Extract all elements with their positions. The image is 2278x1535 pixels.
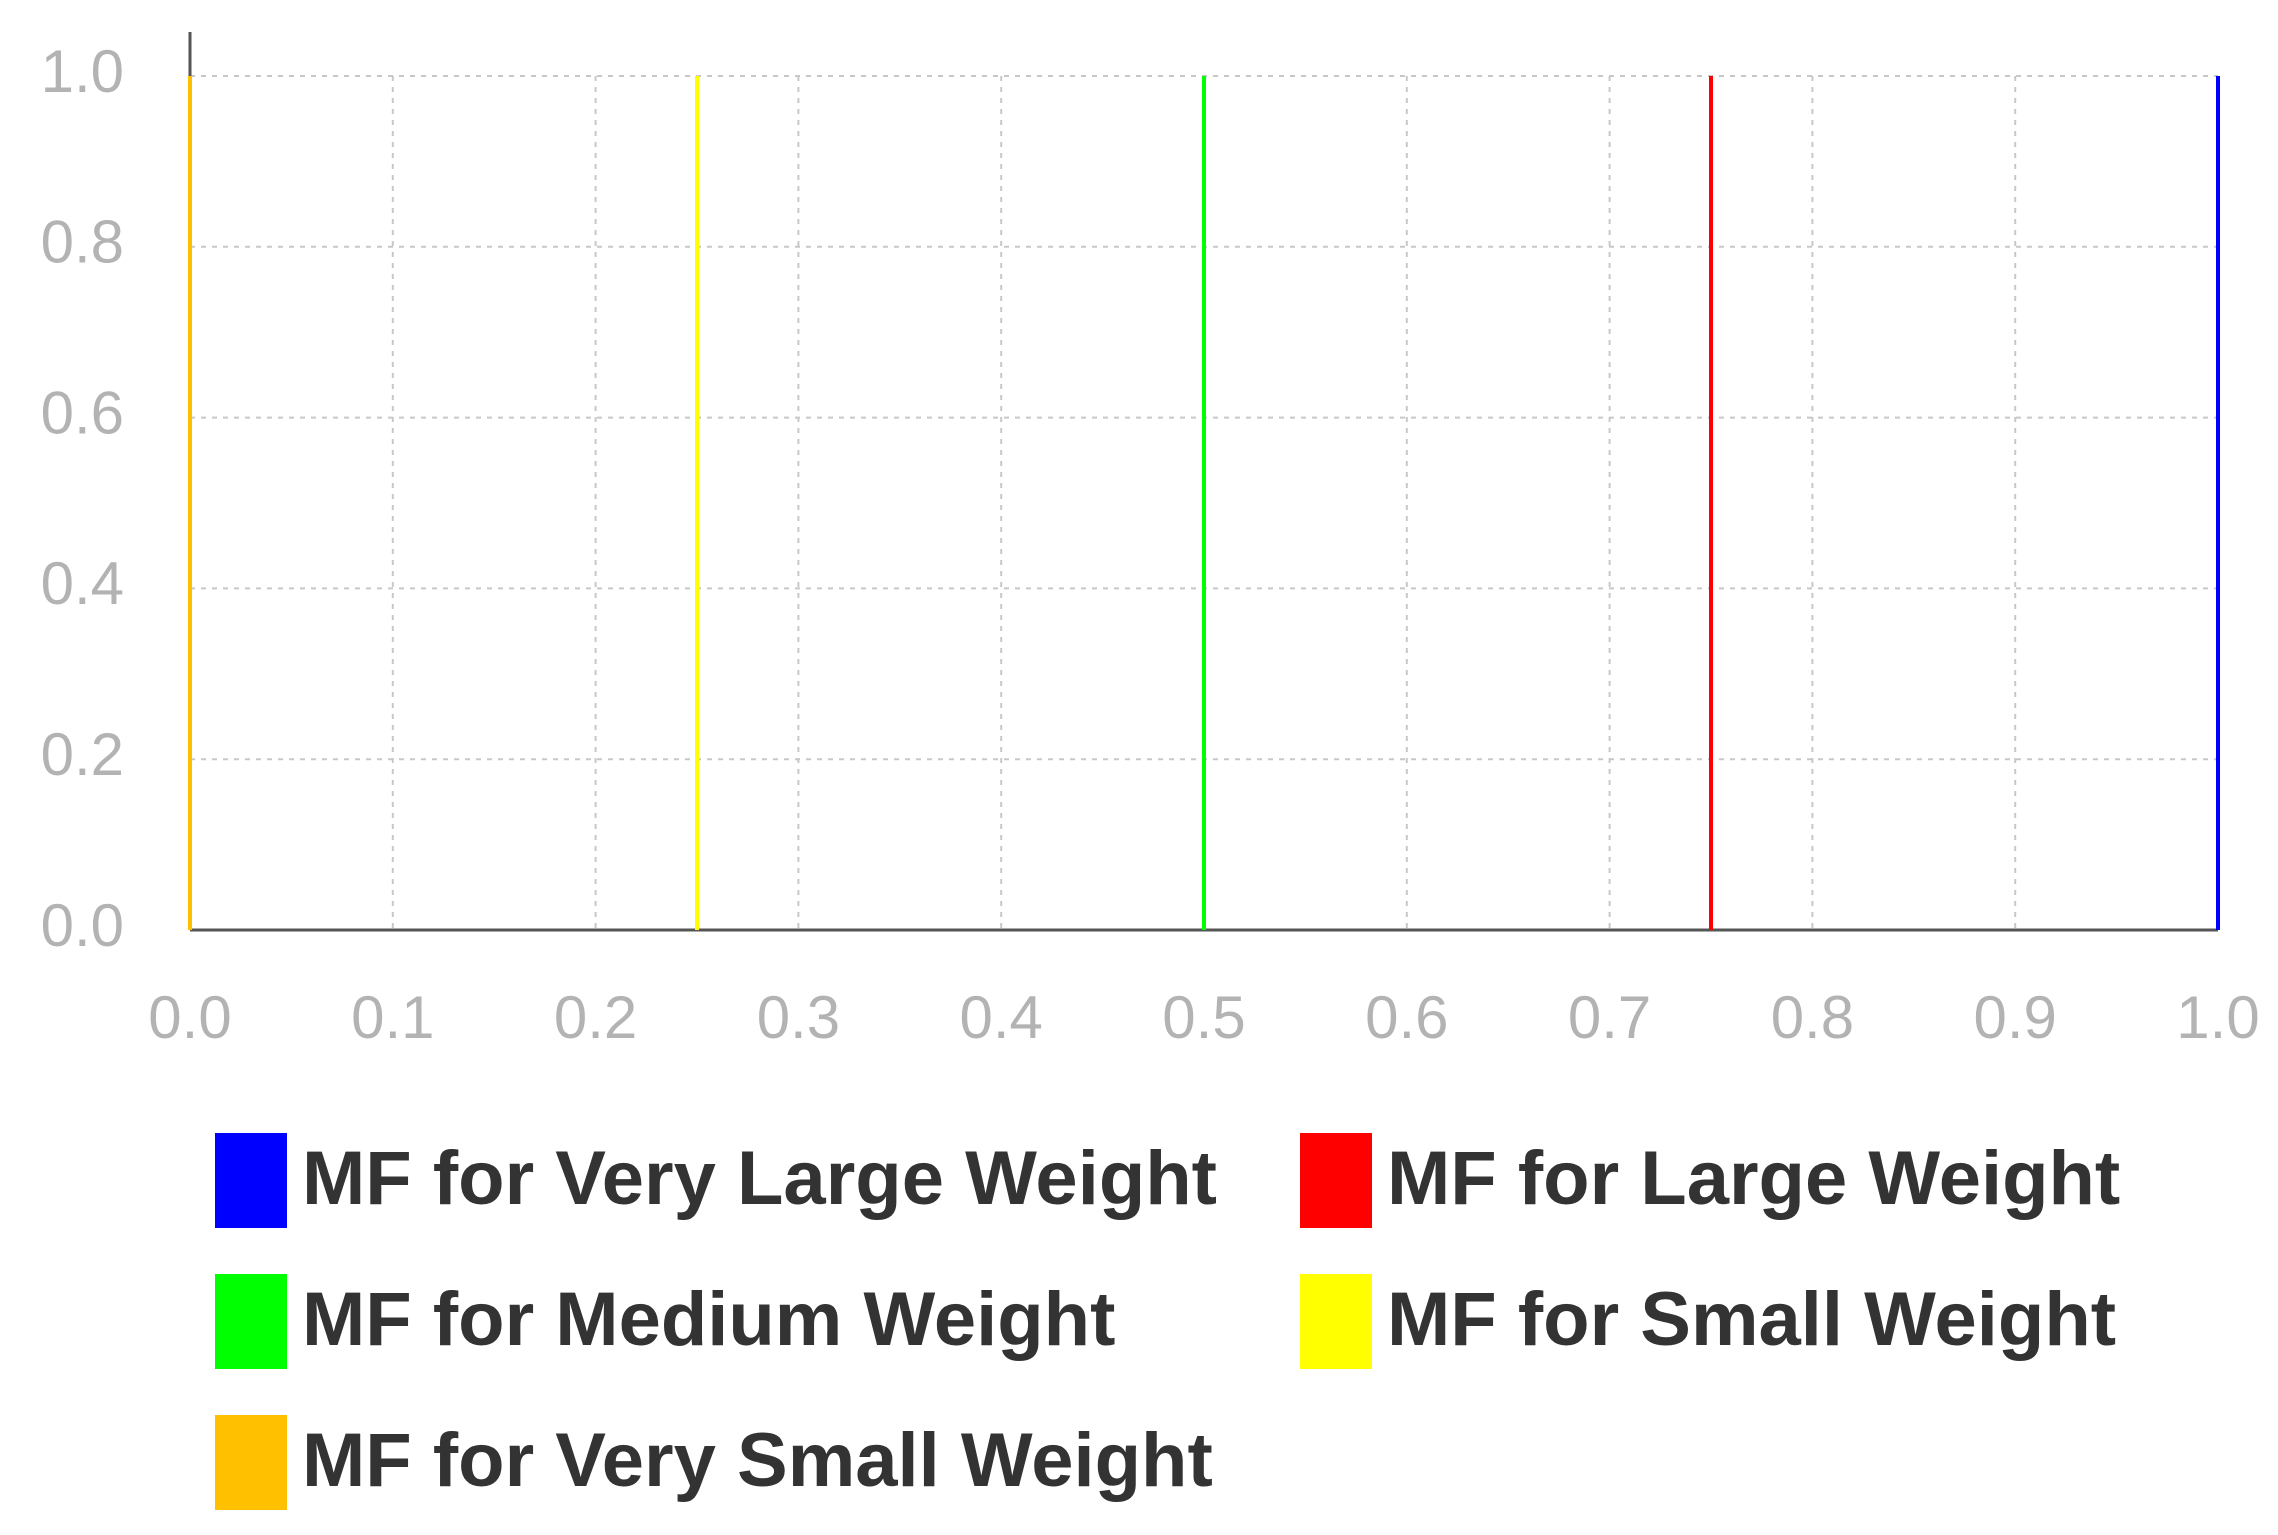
- legend-swatch: [1300, 1274, 1372, 1369]
- legend-swatch: [215, 1274, 287, 1369]
- y-tick-label: 0.6: [41, 379, 124, 446]
- x-tick-label: 0.3: [757, 984, 840, 1051]
- x-tick-label: 0.4: [959, 984, 1042, 1051]
- x-tick-label: 1.0: [2176, 984, 2259, 1051]
- y-tick-label: 0.0: [41, 892, 124, 959]
- y-tick-label: 0.4: [41, 550, 124, 617]
- y-tick-label: 0.8: [41, 209, 124, 276]
- x-tick-label: 0.0: [148, 984, 231, 1051]
- x-tick-label: 0.7: [1568, 984, 1651, 1051]
- legend-swatch: [215, 1415, 287, 1510]
- x-tick-label: 0.6: [1365, 984, 1448, 1051]
- legend-swatch: [1300, 1133, 1372, 1228]
- legend-label: MF for Large Weight: [1387, 1136, 2120, 1221]
- y-tick-label: 1.0: [41, 38, 124, 105]
- x-tick-label: 0.8: [1771, 984, 1854, 1051]
- legend-label: MF for Small Weight: [1387, 1277, 2116, 1362]
- legend-label: MF for Medium Weight: [302, 1277, 1115, 1362]
- x-tick-label: 0.5: [1162, 984, 1245, 1051]
- x-tick-label: 0.1: [351, 984, 434, 1051]
- x-tick-label: 0.9: [1973, 984, 2056, 1051]
- x-tick-label: 0.2: [554, 984, 637, 1051]
- legend-swatch: [215, 1133, 287, 1228]
- legend-label: MF for Very Small Weight: [302, 1418, 1213, 1503]
- y-tick-label: 0.2: [41, 721, 124, 788]
- legend-label: MF for Very Large Weight: [302, 1136, 1217, 1221]
